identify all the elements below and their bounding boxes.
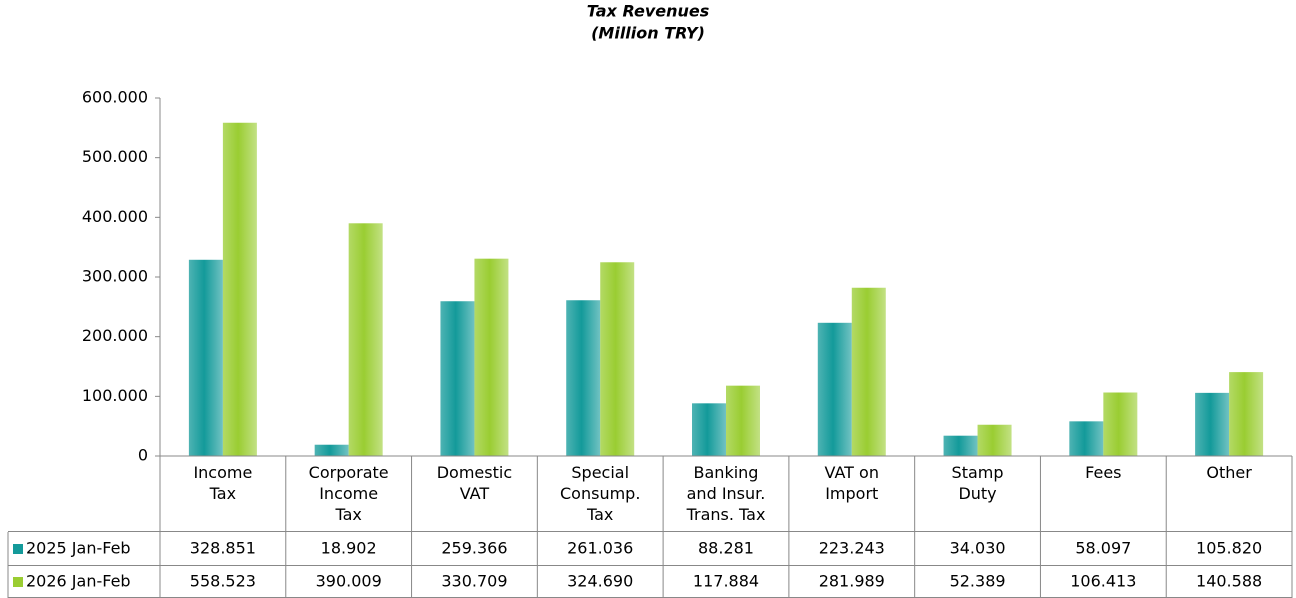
data-label: 259.366 — [441, 539, 507, 558]
bar — [1069, 421, 1104, 456]
bar — [222, 122, 257, 457]
y-tick-label: 500.000 — [82, 147, 148, 166]
y-tick-label: 600.000 — [82, 88, 148, 107]
data-label: 328.851 — [190, 539, 256, 558]
data-label: 330.709 — [441, 572, 507, 591]
y-tick-label: 400.000 — [82, 207, 148, 226]
bar — [977, 424, 1012, 456]
bar — [817, 322, 852, 456]
legend-swatch — [13, 577, 23, 587]
data-label: 324.690 — [567, 572, 633, 591]
legend-swatch — [13, 544, 23, 554]
data-label: 223.243 — [819, 539, 885, 558]
bar — [440, 301, 475, 456]
x-tick-label: Income Tax — [193, 463, 253, 503]
data-label: 281.989 — [819, 572, 885, 591]
bar — [474, 258, 509, 456]
x-tick-label: Other — [1206, 463, 1252, 482]
bar — [566, 300, 601, 456]
bar — [692, 403, 726, 456]
data-label: 52.389 — [950, 572, 1006, 591]
bar — [1103, 392, 1138, 456]
bar — [188, 259, 223, 456]
bar — [600, 262, 635, 456]
data-label: 88.281 — [698, 539, 754, 558]
data-label: 390.009 — [316, 572, 382, 591]
x-tick-label: Domestic VAT — [436, 463, 513, 503]
x-tick-label: Stamp Duty — [951, 463, 1004, 503]
legend-label: 2025 Jan-Feb — [26, 539, 131, 558]
y-tick-label: 300.000 — [82, 267, 148, 286]
data-label: 261.036 — [567, 539, 633, 558]
y-tick-label: 0 — [138, 446, 148, 465]
x-tick-label: Fees — [1085, 463, 1122, 482]
x-tick-label: Banking and Insur. Trans. Tax — [686, 463, 766, 524]
bar — [943, 435, 978, 456]
y-tick-label: 200.000 — [82, 326, 148, 345]
bar — [1229, 372, 1264, 456]
data-label: 106.413 — [1070, 572, 1136, 591]
bar — [314, 444, 349, 456]
x-tick-label: Special Consump. Tax — [560, 463, 641, 524]
chart-title: Tax Revenues — [587, 2, 710, 21]
y-tick-label: 100.000 — [82, 386, 148, 405]
data-label: 105.820 — [1196, 539, 1262, 558]
bar — [1195, 392, 1230, 456]
bar — [348, 223, 383, 456]
data-label: 34.030 — [950, 539, 1006, 558]
data-label: 558.523 — [190, 572, 256, 591]
data-label: 58.097 — [1075, 539, 1131, 558]
bar — [726, 385, 760, 456]
bar — [851, 287, 886, 456]
legend-label: 2026 Jan-Feb — [26, 572, 131, 591]
chart-subtitle: (Million TRY) — [591, 24, 705, 43]
x-tick-label: VAT on Import — [824, 463, 879, 503]
data-label: 117.884 — [693, 572, 759, 591]
data-label: 18.902 — [321, 539, 377, 558]
x-tick-label: Corporate Income Tax — [308, 463, 389, 524]
data-label: 140.588 — [1196, 572, 1262, 591]
